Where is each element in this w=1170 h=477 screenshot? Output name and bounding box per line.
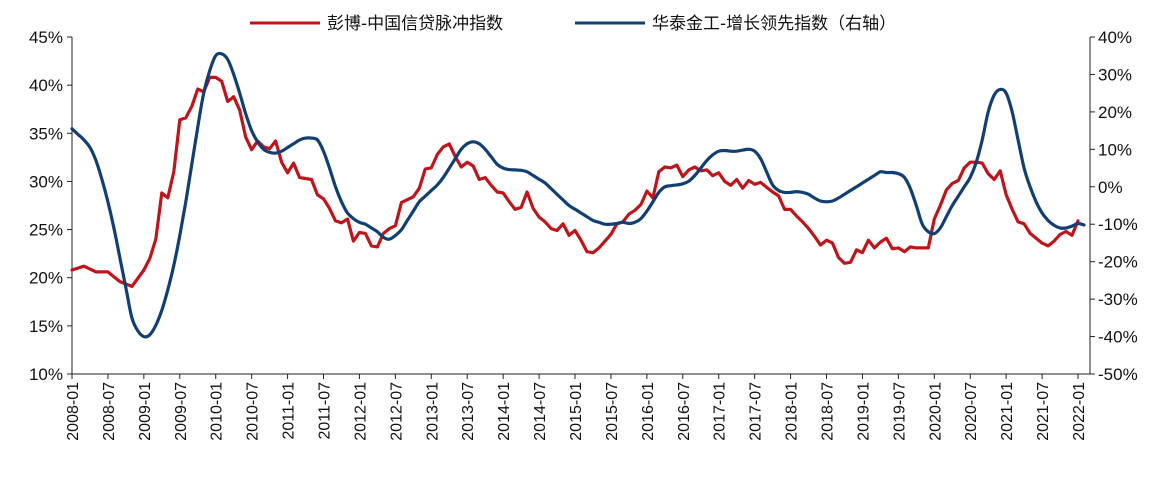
x-tick-label: 2017-01 [712,382,729,441]
x-tick-label: 2016-01 [640,382,657,441]
series-line-1 [70,51,1086,339]
left-tick-label: 20% [29,269,63,288]
x-tick-label: 2017-07 [748,382,765,441]
left-tick-label: 15% [29,317,63,336]
legend-item-0: 彭博-中国信贷脉冲指数 [250,14,503,34]
x-tick-label: 2021-07 [1035,382,1052,441]
legend-item-1: 华泰金工-增长领先指数（右轴） [575,14,896,34]
x-tick-label: 2011-07 [317,382,334,440]
left-tick-label: 25% [29,221,63,240]
right-tick-label: 20% [1098,103,1132,122]
x-tick-label: 2014-07 [532,382,549,441]
x-tick-label: 2013-01 [424,382,441,441]
x-tick-label: 2021-01 [999,382,1016,441]
legend-label-0: 彭博-中国信贷脉冲指数 [327,14,503,34]
right-tick-label: 0% [1098,178,1123,197]
left-tick-label: 30% [29,172,63,191]
x-tick-label: 2022-01 [1071,382,1088,441]
x-tick-label: 2012-01 [352,382,369,441]
x-tick-label: 2015-01 [568,382,585,441]
x-tick-label: 2012-07 [388,382,405,441]
right-tick-label: -40% [1098,328,1138,347]
x-tick-label: 2008-07 [101,382,118,441]
x-tick-label: 2008-01 [65,382,82,441]
x-tick-label: 2020-07 [963,382,980,441]
x-tick-label: 2009-07 [173,382,190,441]
right-tick-label: -30% [1098,290,1138,309]
right-tick-label: 10% [1098,140,1132,159]
axes: 10% 15% 20% 25% 30% 35% 40% 45% -50% -40% -30% -20%… [29,28,1138,441]
right-tick-label: -10% [1098,215,1138,234]
x-tick-label: 2019-01 [855,382,872,441]
x-tick-label: 2019-07 [891,382,908,441]
legend: 彭博-中国信贷脉冲指数 华泰金工-增长领先指数（右轴） [250,14,896,34]
right-tick-label: -20% [1098,253,1138,272]
x-tick-label: 2020-01 [927,382,944,441]
left-tick-label: 35% [29,124,63,143]
left-tick-label: 10% [29,365,63,384]
legend-label-1: 华泰金工-增长领先指数（右轴） [652,14,896,34]
x-tick-label: 2013-07 [460,382,477,441]
left-tick-label: 45% [29,28,63,47]
left-tick-label: 40% [29,76,63,95]
x-tick-label: 2018-01 [784,382,801,441]
x-tick-label: 2009-01 [137,382,154,441]
x-tick-label: 2018-07 [820,382,837,441]
right-tick-label: -50% [1098,365,1138,384]
x-tick-label: 2016-07 [676,382,693,441]
x-tick-label: 2011-01 [281,382,298,440]
series-line-0 [70,75,1080,288]
x-tick-label: 2014-01 [496,382,513,441]
x-tick-label: 2015-07 [604,382,621,441]
series-layer [70,51,1086,339]
right-tick-label: 30% [1098,65,1132,84]
x-tick-label: 2010-01 [209,382,226,441]
x-tick-label: 2010-07 [245,382,262,441]
right-tick-label: 40% [1098,28,1132,47]
